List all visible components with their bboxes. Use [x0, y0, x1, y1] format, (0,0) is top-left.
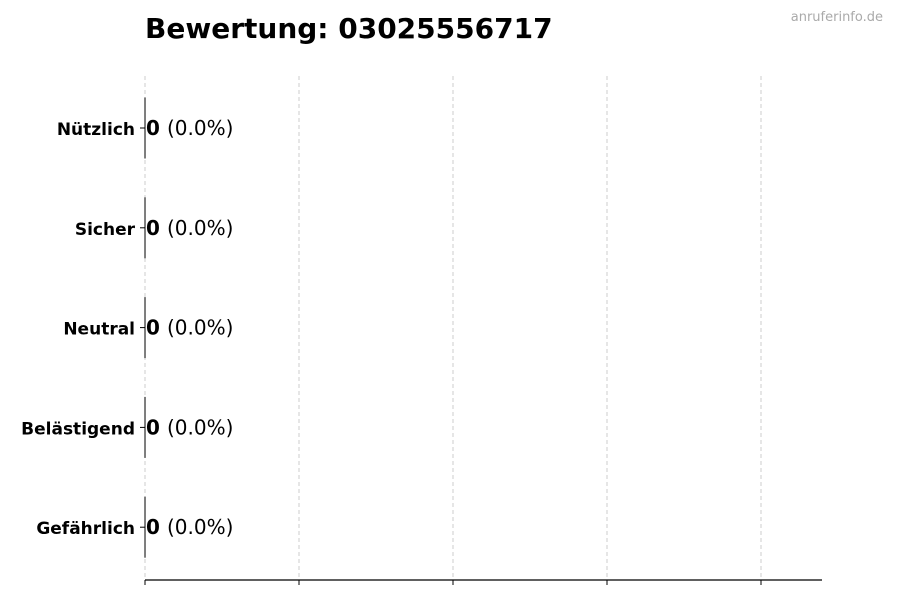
value-label: 0 [146, 116, 160, 140]
category-label: Sicher [75, 220, 136, 240]
percent-label: (0.0%) [167, 116, 233, 140]
watermark: anruferinfo.de [790, 10, 883, 25]
value-label: 0 [146, 216, 160, 240]
category-label: Belästigend [21, 419, 135, 439]
percent-label: (0.0%) [167, 216, 233, 240]
percent-label: (0.0%) [167, 515, 233, 539]
value-label: 0 [146, 316, 160, 340]
value-label: 0 [146, 515, 160, 539]
percent-label: (0.0%) [167, 316, 233, 340]
category-label: Gefährlich [36, 519, 135, 539]
chart-title: Bewertung: 03025556717 [145, 12, 553, 45]
category-label: Neutral [63, 320, 135, 340]
value-label: 0 [146, 415, 160, 439]
percent-label: (0.0%) [167, 415, 233, 439]
category-label: Nützlich [57, 120, 135, 140]
